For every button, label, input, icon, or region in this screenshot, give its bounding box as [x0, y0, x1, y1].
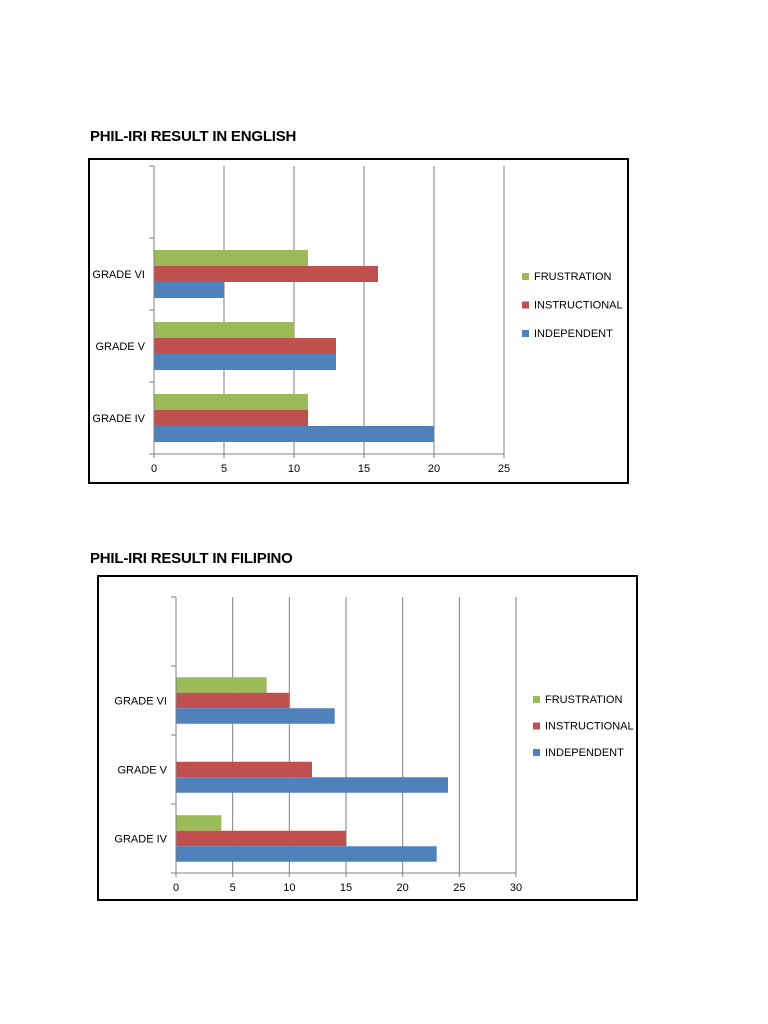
- bar-independent-grade-vi: [154, 282, 224, 298]
- legend-label-frustration: FRUSTRATION: [545, 694, 622, 706]
- bar-independent-grade-iv: [176, 846, 437, 862]
- bar-instructional-grade-v: [154, 338, 336, 354]
- bar-instructional-grade-iv: [176, 830, 346, 847]
- bar-frustration-grade-vi: [176, 677, 267, 693]
- legend-swatch-instructional: [533, 722, 540, 730]
- x-tick-label: 30: [510, 882, 522, 894]
- x-tick-label: 5: [230, 882, 236, 894]
- x-tick-label: 10: [283, 882, 295, 894]
- bar-independent-grade-iv: [154, 426, 434, 442]
- legend-label-instructional: INSTRUCTIONAL: [545, 721, 634, 733]
- bar-frustration-grade-vi: [154, 250, 308, 266]
- x-tick-label: 0: [173, 882, 179, 894]
- bar-instructional-grade-iv: [154, 410, 308, 426]
- legend-swatch-frustration: [533, 696, 540, 703]
- legend-label-independent: INDEPENDENT: [545, 747, 624, 759]
- legend-label-frustration: FRUSTRATION: [534, 271, 611, 283]
- x-tick-label: 25: [453, 882, 465, 894]
- english-chart-plot: 0 5 10 15 20 25 GRADE IV GRADE V GRADE VI FRUSTRA…: [92, 165, 623, 475]
- category-label: GRADE IV: [114, 834, 167, 846]
- x-tick-label: 0: [151, 463, 157, 475]
- legend-label-independent: INDEPENDENT: [534, 328, 613, 340]
- bar-frustration-grade-iv: [154, 394, 308, 410]
- legend-swatch-frustration: [522, 273, 529, 280]
- english-chart: 0 5 10 15 20 25 GRADE IV GRADE V GRADE VI FRUSTRA…: [88, 158, 629, 484]
- x-tick-label: 25: [498, 463, 510, 475]
- legend-swatch-instructional: [522, 301, 529, 309]
- x-tick-label: 20: [397, 882, 409, 894]
- bar-frustration-grade-v: [154, 322, 294, 338]
- filipino-chart: 0 5 10 15 20 25 30 GRADE IV GRADE V GRADE VI FRUST…: [97, 575, 638, 901]
- filipino-chart-title: PHIL-IRI RESULT IN FILIPINO: [90, 550, 293, 567]
- category-label: GRADE V: [95, 341, 145, 353]
- category-label: GRADE VI: [92, 269, 145, 281]
- x-tick-label: 20: [428, 463, 440, 475]
- legend-swatch-independent: [522, 330, 529, 337]
- bar-instructional-grade-v: [176, 761, 312, 778]
- legend-swatch-independent: [533, 749, 540, 756]
- legend-label-instructional: INSTRUCTIONAL: [534, 300, 623, 312]
- bar-independent-grade-v: [154, 354, 336, 370]
- x-tick-label: 15: [340, 882, 352, 894]
- filipino-chart-plot: 0 5 10 15 20 25 30 GRADE IV GRADE V GRADE VI FRUST…: [114, 596, 634, 894]
- bar-independent-grade-v: [176, 777, 448, 793]
- x-tick-label: 10: [288, 463, 300, 475]
- bar-frustration-grade-iv: [176, 815, 222, 831]
- bar-instructional-grade-vi: [176, 692, 290, 709]
- x-tick-label: 5: [221, 463, 227, 475]
- category-label: GRADE IV: [92, 413, 145, 425]
- category-label: GRADE VI: [114, 696, 167, 708]
- x-tick-label: 15: [358, 463, 370, 475]
- bar-instructional-grade-vi: [154, 266, 378, 282]
- bar-independent-grade-vi: [176, 708, 335, 724]
- english-chart-title: PHIL-IRI RESULT IN ENGLISH: [90, 128, 297, 145]
- category-label: GRADE V: [117, 765, 167, 777]
